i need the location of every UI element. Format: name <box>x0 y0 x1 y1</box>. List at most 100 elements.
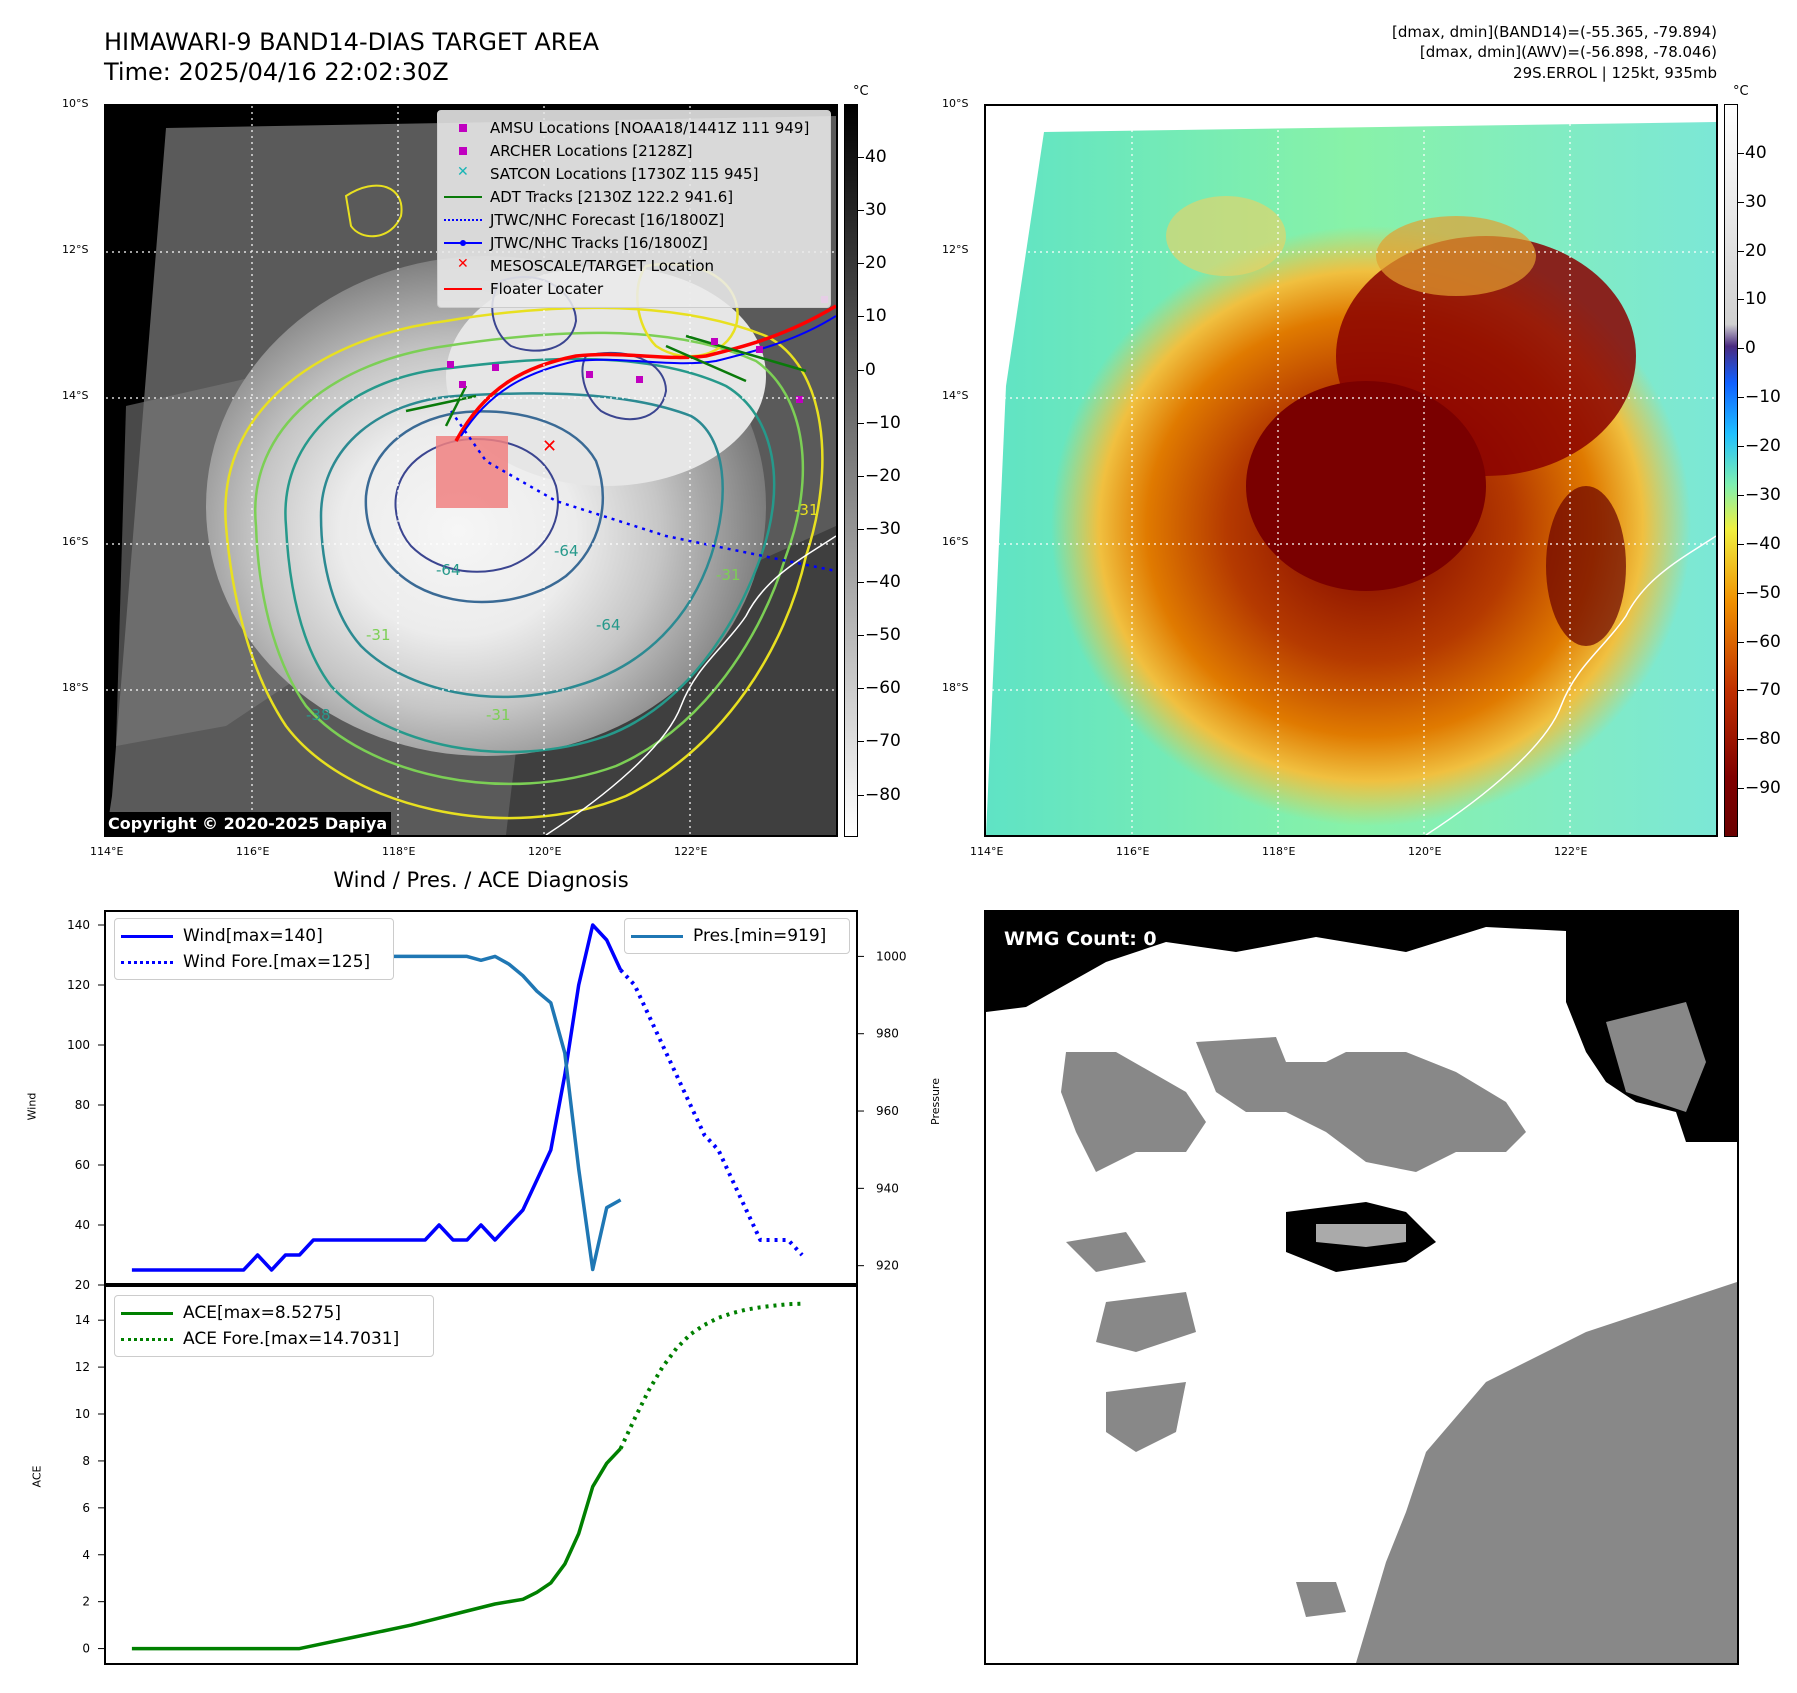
ir-colorbar-tick-mark <box>858 528 864 530</box>
awv-colorbar-tick-mark <box>1738 250 1744 252</box>
ir-colorbar-tick-mark <box>858 688 864 690</box>
map-lon-label: 116°E <box>1116 845 1150 858</box>
series-line-wind-fore- <box>619 968 804 1257</box>
y-tick-label: 10 <box>75 1407 90 1421</box>
map-lon-label: 120°E <box>528 845 562 858</box>
y-tick-label: 8 <box>82 1454 90 1468</box>
ir-colorbar-tick-mark <box>858 369 864 371</box>
series-line-wind <box>131 923 623 1272</box>
awv-map-panel <box>984 104 1718 837</box>
map-lon-label: 122°E <box>674 845 708 858</box>
map-lon-label: 118°E <box>382 845 416 858</box>
awv-colorbar-tick: 10 <box>1745 289 1767 310</box>
ir-colorbar-tick: −80 <box>865 784 901 805</box>
ir-colorbar-tick-mark <box>858 475 864 477</box>
y-tick-label: 4 <box>82 1548 90 1562</box>
info-line-1: [dmax, dmin](BAND14)=(-55.365, -79.894) <box>1392 23 1717 41</box>
series-line-ace <box>131 1447 622 1651</box>
wmg-panel: WMG Count: 0 <box>984 910 1739 1665</box>
ir-map-panel: ✕ -64 -64 -64 -31 -31 -31 -38 -31 AMSU L… <box>104 104 838 837</box>
ace-chart: 0 2 4 6 8 10 12 14 ACE[max=8.5275] ACE Fore.[ma… <box>75 1285 858 1665</box>
contour-label: -64 <box>436 561 461 579</box>
ir-colorbar-unit: °C <box>853 84 869 99</box>
contour-label: -31 <box>794 501 819 519</box>
awv-colorbar-tick-mark <box>1738 592 1744 594</box>
map-lat-label: 12°S <box>942 243 969 256</box>
map-lat-label: 10°S <box>942 97 969 110</box>
y2-tick-label: 940 <box>876 1181 899 1195</box>
figure-time: Time: 2025/04/16 22:02:30Z <box>104 58 449 86</box>
ir-colorbar-tick-mark <box>858 635 864 637</box>
awv-colorbar-tick-mark <box>1738 201 1744 203</box>
map-lat-label: 16°S <box>62 535 89 548</box>
contour-label: -64 <box>554 542 579 560</box>
series-line-ace-fore- <box>618 1301 803 1450</box>
contour-label: -38 <box>306 706 331 724</box>
awv-colorbar-tick: −40 <box>1745 533 1781 554</box>
awv-colorbar-tick: −60 <box>1745 631 1781 652</box>
awv-colorbar-tick: −50 <box>1745 582 1781 603</box>
map-lat-label: 14°S <box>942 389 969 402</box>
ir-colorbar-tick-mark <box>858 263 864 265</box>
pressure-axis-label: Pressure <box>928 1078 942 1125</box>
y2-tick-label: 920 <box>876 1259 899 1273</box>
plot-frame <box>104 910 858 1285</box>
awv-colorbar-tick-mark <box>1738 641 1744 643</box>
y-tick-label: 100 <box>67 1038 90 1052</box>
ir-colorbar-tick: −20 <box>865 465 901 486</box>
awv-map-image <box>986 106 1716 835</box>
map-lon-label: 114°E <box>970 845 1004 858</box>
awv-colorbar-tick-mark <box>1738 788 1744 790</box>
awv-colorbar-tick-mark <box>1738 494 1744 496</box>
svg-text:✕: ✕ <box>542 436 557 457</box>
contour-label: -31 <box>366 626 391 644</box>
awv-colorbar-tick-mark <box>1738 739 1744 741</box>
contour-label: -64 <box>596 616 621 634</box>
ace-axis-label: ACE <box>30 1465 44 1488</box>
y-tick-label: 120 <box>67 978 90 992</box>
ir-colorbar-tick: 30 <box>865 200 887 221</box>
ir-colorbar-tick-mark <box>858 794 864 796</box>
y2-tick-label: 1000 <box>876 949 907 963</box>
ir-colorbar-tick-mark <box>858 582 864 584</box>
y-tick-label: 2 <box>82 1595 90 1609</box>
info-line-3: 29S.ERROL | 125kt, 935mb <box>1513 64 1717 82</box>
awv-colorbar-tick: −90 <box>1745 778 1781 799</box>
awv-colorbar-tick-mark <box>1738 299 1744 301</box>
y-tick-label: 20 <box>75 1278 90 1292</box>
awv-colorbar-tick-mark <box>1738 152 1744 154</box>
ir-colorbar-tick: −70 <box>865 731 901 752</box>
plot-frame <box>104 1285 858 1665</box>
map-legend: AMSU Locations [NOAA18/1441Z 111 949] AR… <box>437 110 831 308</box>
y-tick-label: 6 <box>82 1501 90 1515</box>
map-lon-label: 116°E <box>236 845 270 858</box>
y-tick-label: 80 <box>75 1098 90 1112</box>
diagnosis-title: Wind / Pres. / ACE Diagnosis <box>333 868 629 892</box>
map-lon-label: 118°E <box>1262 845 1296 858</box>
awv-colorbar-tick: 30 <box>1745 191 1767 212</box>
map-lat-label: 16°S <box>942 535 969 548</box>
ir-colorbar-tick: 10 <box>865 306 887 327</box>
ir-colorbar <box>844 104 858 837</box>
ir-colorbar-tick-mark <box>858 741 864 743</box>
y-tick-label: 140 <box>67 918 90 932</box>
ir-colorbar-tick-mark <box>858 157 864 159</box>
ir-colorbar-tick: −50 <box>865 625 901 646</box>
awv-colorbar-tick: 20 <box>1745 240 1767 261</box>
awv-colorbar-tick: −30 <box>1745 484 1781 505</box>
awv-colorbar-tick: 40 <box>1745 142 1767 163</box>
ir-colorbar-tick: −10 <box>865 412 901 433</box>
map-lat-label: 14°S <box>62 389 89 402</box>
ir-colorbar-tick: −30 <box>865 518 901 539</box>
awv-colorbar-tick: 0 <box>1745 338 1756 359</box>
awv-colorbar-tick-mark <box>1738 543 1744 545</box>
ir-colorbar-tick: −60 <box>865 678 901 699</box>
wmg-count-label: WMG Count: 0 <box>1004 928 1157 950</box>
y-tick-label: 12 <box>75 1360 90 1374</box>
y2-tick-label: 980 <box>876 1027 899 1041</box>
ir-colorbar-tick-mark <box>858 422 864 424</box>
y2-tick-label: 960 <box>876 1104 899 1118</box>
y-tick-label: 0 <box>82 1642 90 1656</box>
info-line-2: [dmax, dmin](AWV)=(-56.898, -78.046) <box>1419 43 1717 61</box>
awv-colorbar <box>1724 104 1738 837</box>
